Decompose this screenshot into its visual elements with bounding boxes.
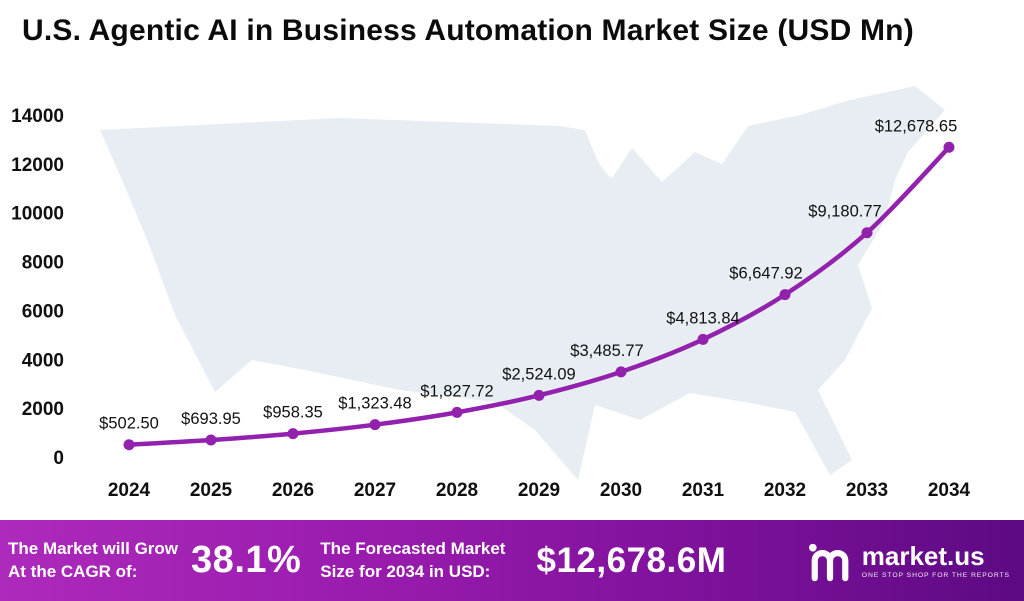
data-point-label: $4,813.84 xyxy=(666,309,739,327)
chart-area: 0 2000 4000 6000 8000 10000 12000 14000 2024 2025… xyxy=(0,60,1024,520)
x-axis-tick: 2025 xyxy=(190,480,233,501)
data-point-marker xyxy=(615,366,627,378)
us-map-silhouette xyxy=(100,86,945,480)
data-point-marker xyxy=(779,289,791,301)
marketus-logo: market.us ONE STOP SHOP FOR THE REPORTS xyxy=(807,540,1010,582)
data-point-marker xyxy=(123,439,135,451)
data-point-marker xyxy=(205,434,217,446)
data-point-label: $12,678.65 xyxy=(875,117,958,135)
y-axis-tick: 2000 xyxy=(22,399,64,420)
logo-text-block: market.us ONE STOP SHOP FOR THE REPORTS xyxy=(862,543,1010,579)
forecast-label: The Forecasted Market Size for 2034 in U… xyxy=(320,538,505,582)
data-point-label: $1,827.72 xyxy=(420,382,493,400)
market-size-line-chart: 0 2000 4000 6000 8000 10000 12000 14000 2024 2025… xyxy=(11,86,971,501)
data-point-label: $958.35 xyxy=(263,404,323,422)
x-axis-tick: 2031 xyxy=(682,480,725,501)
y-axis-tick: 12000 xyxy=(11,155,64,176)
x-axis-tick: 2030 xyxy=(600,480,642,501)
y-axis-tick: 0 xyxy=(53,448,64,469)
data-point-marker xyxy=(697,333,709,345)
x-axis-tick: 2026 xyxy=(272,480,314,501)
data-point-label: $693.95 xyxy=(181,410,241,428)
logo-tagline: ONE STOP SHOP FOR THE REPORTS xyxy=(861,571,1010,579)
cagr-label-line2: At the CAGR of: xyxy=(8,561,138,581)
x-axis-tick: 2032 xyxy=(764,480,806,501)
x-axis-tick: 2024 xyxy=(108,480,151,501)
data-point-marker xyxy=(369,419,381,431)
cagr-label-line1: The Market will Grow xyxy=(8,539,179,559)
marketus-m-icon xyxy=(808,543,849,581)
data-point-label: $3,485.77 xyxy=(570,342,643,360)
data-point-marker xyxy=(861,227,873,239)
data-point-label: $502.50 xyxy=(99,415,159,433)
y-axis-tick: 14000 xyxy=(11,106,64,127)
data-point-marker xyxy=(451,406,463,418)
logo-text: market.us xyxy=(861,540,985,571)
data-point-marker xyxy=(943,141,955,153)
y-axis-tick: 6000 xyxy=(22,301,64,322)
data-point-label: $9,180.77 xyxy=(808,203,881,221)
forecast-value: $12,678.6M xyxy=(536,540,727,580)
x-axis-tick: 2029 xyxy=(518,480,560,501)
forecast-label-line1: The Forecasted Market xyxy=(320,539,506,559)
data-point-label: $1,323.48 xyxy=(338,395,411,413)
cagr-value: 38.1% xyxy=(191,539,302,581)
footer-banner: The Market will Grow At the CAGR of: 38.… xyxy=(0,520,1024,601)
data-point-label: $6,647.92 xyxy=(729,265,802,283)
data-point-marker xyxy=(533,389,545,401)
x-axis-tick: 2027 xyxy=(354,480,396,501)
page-title: U.S. Agentic AI in Business Automation M… xyxy=(22,14,914,47)
x-axis-tick: 2033 xyxy=(846,480,888,501)
x-axis-tick: 2034 xyxy=(928,480,971,501)
data-point-marker xyxy=(287,428,299,440)
cagr-label: The Market will Grow At the CAGR of: xyxy=(8,538,178,582)
forecast-label-line2: Size for 2034 in USD: xyxy=(320,561,491,581)
y-axis-tick: 8000 xyxy=(22,253,64,274)
y-axis-tick: 10000 xyxy=(11,204,64,225)
x-axis-tick: 2028 xyxy=(436,480,478,501)
y-axis-tick: 4000 xyxy=(22,350,64,371)
data-point-label: $2,524.09 xyxy=(502,365,575,383)
